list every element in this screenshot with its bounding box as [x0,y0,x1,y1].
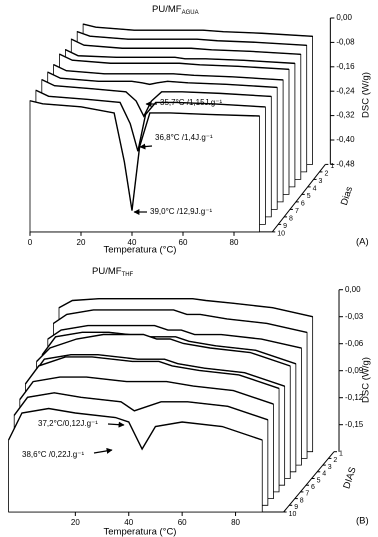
x-tick-label: 20 [77,238,86,247]
curve [30,354,285,387]
depth-axis [283,451,335,513]
x-axis-label: Temperatura (°C) [104,527,177,537]
y-tick-label: -0,48 [336,160,355,169]
z-tick-label: 5 [317,477,321,484]
curve [24,356,280,390]
x-tick-label: 60 [179,238,188,247]
curve [47,324,302,349]
depth-axis [271,164,326,233]
z-tick-label: 2 [324,171,328,178]
x-tick-label: 0 [28,238,33,247]
z-tick-label: 4 [322,471,326,478]
y-tick-label: -0,32 [336,111,355,120]
curve [70,38,301,56]
title-main: PU/MF [92,266,122,277]
curve [58,298,313,318]
z-tick-label: 9 [294,504,298,511]
z-tick-label: 7 [305,491,309,498]
y-axis-label: DSC (W/g) [361,72,372,118]
curve [59,53,290,71]
z-tick-label: 2 [333,457,337,464]
annotation: 36,8°C /1,4J.g⁻¹ [155,133,213,142]
curve [19,376,274,405]
x-tick-label: 40 [128,238,137,247]
y-tick-label: -0,08 [336,38,355,47]
curve [82,23,313,37]
curve [41,79,272,118]
z-tick-label: 3 [319,178,323,185]
curve [41,331,297,365]
curve [7,407,263,451]
curve [36,333,291,367]
z-tick-label: 1 [339,451,343,458]
curve [53,64,284,81]
annotation: 38,6°C /0,22J.g⁻¹ [22,450,84,459]
y-tick-label: -0,03 [345,312,364,321]
z-tick-label: 8 [300,497,304,504]
z-tick-label: 6 [311,484,315,491]
z-tick-label: 1 [330,163,334,170]
curve [53,309,308,334]
y-tick-label: -0,12 [345,393,364,402]
y-tick-label: 0,00 [336,13,352,22]
curve [29,100,260,211]
chart-title: PU/MFTHF [92,266,134,278]
curve [65,49,295,65]
annotation-arrow [93,447,113,454]
chart-title: PU/MFAGUA [152,4,199,16]
y-tick-label: -0,06 [345,339,364,348]
curve [76,30,307,47]
z-tick-label: 10 [277,231,285,238]
y-axis-label: DSC (W/g) [361,357,372,403]
z-tick-label: 8 [289,216,293,223]
x-tick-label: 80 [231,518,240,527]
annotation-arrow [139,143,153,150]
panel-label: (A) [356,237,369,248]
x-axis-label: Temperatura (°C) [104,245,177,256]
z-tick-label: 5 [307,193,311,200]
curve [47,71,278,89]
title-sub: AGUA [182,10,199,16]
x-tick-label: 80 [230,238,239,247]
z-axis-label: Dias [339,185,355,207]
z-tick-label: 7 [295,208,299,215]
y-tick-label: -0,15 [345,420,364,429]
y-tick-label: -0,24 [336,86,355,95]
annotation: 39,0°C /12,9J.g⁻¹ [150,207,212,216]
y-tick-label: 0,00 [345,285,361,294]
panel-label: (B) [356,516,369,527]
y-tick-label: -0,09 [345,366,364,375]
y-tick-label: -0,40 [336,135,355,144]
z-tick-label: 10 [289,511,297,518]
annotation-arrow [107,421,125,428]
y-tick-label: -0,16 [336,62,355,71]
curve [13,392,269,421]
x-tick-label: 60 [178,518,187,527]
annotation: 35,7°C /1,15J.g⁻¹ [160,98,222,107]
z-axis-label: DIAS [341,466,358,491]
title-sub: THF [122,272,134,278]
x-tick-label: 20 [71,518,80,527]
z-tick-label: 4 [313,186,317,193]
z-tick-label: 6 [301,201,305,208]
curve [35,89,266,152]
annotation: 37,2°C/0,12J.g⁻¹ [38,419,98,428]
z-tick-label: 3 [328,464,332,471]
x-tick-label: 40 [124,518,133,527]
title-main: PU/MF [152,4,182,15]
z-tick-label: 9 [283,223,287,230]
